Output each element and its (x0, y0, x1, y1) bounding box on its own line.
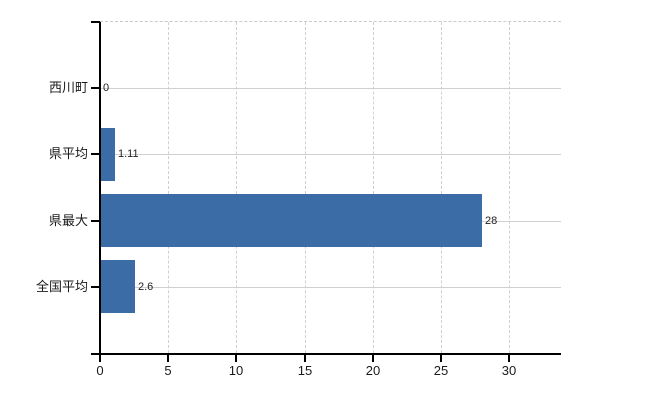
vertical-gridline (373, 22, 374, 353)
value-label-3: 2.6 (138, 281, 154, 293)
category-label-0: 西川町 (48, 80, 88, 95)
x-tick-label-0: 0 (96, 363, 104, 378)
category-label-3: 全国平均 (35, 279, 88, 294)
value-label-0: 0 (103, 82, 110, 94)
category-label-2: 県最大 (48, 213, 88, 228)
x-tick-label-4: 20 (365, 363, 381, 378)
vertical-gridline (168, 22, 169, 353)
x-axis-tick (508, 355, 510, 362)
plot-top-border (100, 21, 561, 22)
y-axis-tick (91, 87, 100, 89)
y-axis-tick (91, 286, 100, 288)
x-axis-tick (99, 355, 101, 362)
x-tick-label-1: 5 (164, 363, 172, 378)
y-axis-tick (91, 21, 100, 23)
bar-3 (101, 260, 135, 313)
horizontal-gridline (101, 154, 561, 155)
y-axis-line (99, 22, 101, 355)
y-axis-tick (91, 153, 100, 155)
y-axis-tick (91, 220, 100, 222)
x-tick-label-3: 15 (297, 363, 313, 378)
horizontal-gridline (101, 287, 561, 288)
x-axis-tick (304, 355, 306, 362)
bar-2 (101, 194, 482, 247)
vertical-gridline (509, 22, 510, 353)
x-tick-label-5: 25 (433, 363, 449, 378)
x-axis-tick (372, 355, 374, 362)
vertical-gridline (305, 22, 306, 353)
x-axis-tick (235, 355, 237, 362)
x-axis-line (91, 353, 561, 355)
value-label-1: 1.11 (118, 148, 139, 160)
bar-1 (101, 128, 115, 181)
vertical-gridline (441, 22, 442, 353)
value-label-2: 28 (485, 215, 498, 227)
horizontal-gridline (101, 88, 561, 89)
x-tick-label-6: 30 (501, 363, 517, 378)
x-axis-tick (440, 355, 442, 362)
x-axis-tick (167, 355, 169, 362)
vertical-gridline (236, 22, 237, 353)
x-tick-label-2: 10 (228, 363, 244, 378)
category-label-1: 県平均 (48, 146, 88, 161)
